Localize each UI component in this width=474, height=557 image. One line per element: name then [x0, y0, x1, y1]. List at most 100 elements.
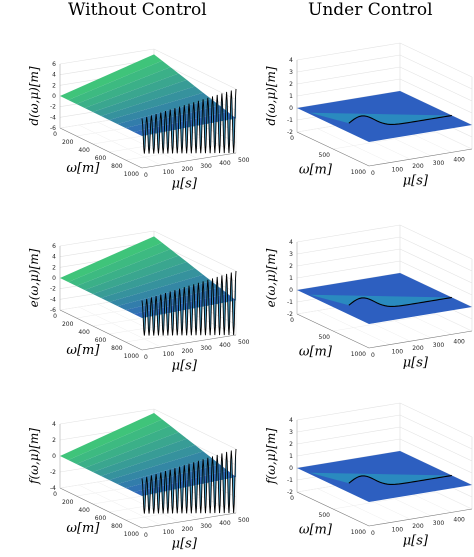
z-tick-label: -2: [287, 489, 293, 496]
floor-edge: [296, 313, 473, 349]
x-tick-label: 800: [111, 345, 123, 352]
gridline: [296, 224, 473, 260]
x-axis-label: ω[m]: [66, 521, 100, 536]
surface: [297, 91, 472, 142]
gridline: [296, 42, 473, 78]
y-tick-label: 300: [200, 345, 212, 352]
surface-patch: [68, 419, 171, 464]
boundary-band: [142, 271, 236, 336]
surface-patch: [60, 54, 163, 100]
z-tick-label: -1: [287, 117, 293, 124]
surface-patch: [101, 268, 204, 302]
y-axis-label: μ[s]: [403, 355, 429, 370]
z-tick-label: -1: [287, 299, 293, 306]
surface-patch: [101, 445, 204, 480]
y-tick-label: 0: [371, 170, 375, 177]
surface: [60, 413, 237, 514]
z-tick-label: 0: [52, 93, 56, 100]
z-tick-label: 4: [52, 254, 56, 261]
surface-patch: [109, 451, 212, 484]
y-tick-label: 200: [182, 166, 194, 173]
z-tick-label: -2: [50, 104, 56, 111]
surface-plot-e-under-control: 43210-1-2050010000100200300400500e(ω,μ)[…: [264, 224, 473, 370]
y-tick-label: 100: [392, 527, 404, 534]
surface-patch: [68, 60, 171, 104]
y-tick-label: 0: [371, 530, 375, 537]
tick-labels: 43210-1-2050010000100200300400500e(ω,μ)[…: [264, 239, 465, 370]
floor-edge: [59, 487, 237, 529]
y-axis-label: μ[s]: [403, 173, 429, 188]
z-tick-label: 4: [289, 239, 293, 246]
z-tick-label: 2: [52, 437, 56, 444]
surface-patch: [76, 249, 179, 290]
z-tick-label: -2: [50, 286, 56, 293]
z-axis-label: d(ω,μ)[m]: [264, 66, 278, 126]
x-tick-label: 0: [53, 131, 57, 138]
x-tick-label: 1000: [124, 353, 139, 360]
y-tick-label: 0: [144, 532, 148, 539]
z-axis-label: f(ω,μ)[m]: [264, 428, 278, 485]
floor-edge: [59, 127, 237, 169]
y-tick-label: 200: [182, 526, 194, 533]
z-tick-label: 4: [52, 72, 56, 79]
x-tick-label: 1000: [351, 529, 366, 536]
z-axis-label: e(ω,μ)[m]: [264, 248, 278, 307]
z-tick-label: -4: [50, 485, 56, 492]
z-tick-label: 0: [289, 287, 293, 294]
boundary-curve: [348, 296, 452, 307]
boundary-curve: [141, 270, 237, 336]
y-tick-label: 300: [433, 160, 445, 167]
z-tick-label: -1: [287, 477, 293, 484]
floor-gridline: [97, 121, 180, 163]
x-tick-label: 800: [111, 523, 123, 530]
z-axis-label: e(ω,μ)[m]: [27, 248, 41, 307]
tick-labels: 43210-1-2050010000100200300400500d(ω,μ)[…: [264, 57, 465, 188]
z-tick-label: -6: [50, 125, 56, 132]
z-tick-label: 4: [289, 57, 293, 64]
left-column-title: Without Control: [68, 0, 207, 20]
z-tick-label: 1: [289, 275, 293, 282]
z-tick-label: -6: [50, 307, 56, 314]
boundary-curve: [348, 114, 452, 125]
x-tick-label: 600: [95, 337, 107, 344]
floor-gridline: [78, 124, 161, 166]
z-tick-label: 1: [289, 93, 293, 100]
right-column-title: Under Control: [308, 0, 433, 20]
z-tick-label: 6: [52, 61, 56, 68]
gridline: [296, 414, 473, 450]
floor-gridline: [97, 481, 180, 523]
x-tick-label: 400: [78, 507, 90, 514]
surface-patch: [92, 438, 195, 476]
x-tick-label: 500: [319, 152, 331, 159]
surface-patch: [76, 67, 179, 108]
gridline: [296, 402, 473, 438]
y-tick-label: 0: [371, 352, 375, 359]
y-tick-label: 100: [163, 529, 175, 536]
floor-edge: [296, 491, 473, 527]
surface: [60, 54, 237, 154]
z-tick-label: 0: [289, 105, 293, 112]
x-tick-label: 200: [62, 139, 74, 146]
z-tick-label: 3: [289, 251, 293, 258]
surface-plot-d-under-control: 43210-1-2050010000100200300400500d(ω,μ)[…: [264, 42, 473, 188]
gridline: [296, 54, 473, 90]
z-tick-label: -4: [50, 296, 56, 303]
x-tick-label: 0: [290, 317, 294, 324]
x-axis-label: ω[m]: [299, 162, 333, 177]
x-axis-label: ω[m]: [299, 522, 333, 537]
z-axis-label: d(ω,μ)[m]: [27, 66, 41, 126]
gridline: [296, 236, 473, 272]
x-tick-label: 800: [111, 163, 123, 170]
y-tick-label: 400: [453, 338, 465, 345]
z-tick-label: -4: [50, 114, 56, 121]
y-tick-label: 200: [412, 523, 424, 530]
floor-edge: [296, 131, 473, 167]
floor-edge: [59, 309, 237, 351]
z-tick-label: -2: [50, 469, 56, 476]
x-tick-label: 1000: [124, 531, 139, 538]
surface-patch: [92, 261, 195, 298]
